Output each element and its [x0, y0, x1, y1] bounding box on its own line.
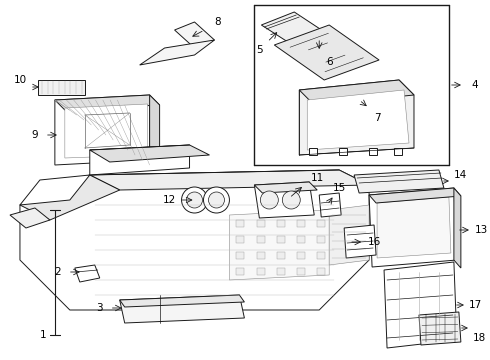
- Text: 11: 11: [311, 173, 324, 183]
- Polygon shape: [149, 95, 160, 168]
- Polygon shape: [297, 220, 305, 227]
- Polygon shape: [65, 104, 147, 158]
- Polygon shape: [277, 220, 285, 227]
- Polygon shape: [120, 295, 245, 323]
- Text: 5: 5: [256, 45, 263, 55]
- Polygon shape: [354, 170, 444, 193]
- Circle shape: [203, 187, 229, 213]
- Polygon shape: [277, 236, 285, 243]
- Polygon shape: [394, 148, 402, 155]
- Polygon shape: [274, 25, 379, 80]
- Circle shape: [187, 192, 202, 208]
- Polygon shape: [369, 148, 377, 155]
- Polygon shape: [254, 182, 314, 218]
- Polygon shape: [317, 268, 325, 275]
- Text: 2: 2: [54, 267, 61, 277]
- Polygon shape: [229, 210, 329, 280]
- Polygon shape: [297, 268, 305, 275]
- Polygon shape: [277, 268, 285, 275]
- Polygon shape: [277, 252, 285, 259]
- Polygon shape: [257, 252, 265, 259]
- Circle shape: [282, 191, 300, 209]
- Polygon shape: [55, 95, 149, 165]
- Polygon shape: [309, 148, 317, 155]
- Polygon shape: [317, 236, 325, 243]
- Polygon shape: [174, 22, 215, 48]
- Polygon shape: [344, 225, 376, 258]
- Text: 15: 15: [333, 183, 346, 193]
- Polygon shape: [20, 170, 369, 310]
- Polygon shape: [257, 236, 265, 243]
- Polygon shape: [339, 148, 347, 155]
- Polygon shape: [307, 90, 409, 150]
- Polygon shape: [10, 208, 50, 228]
- Polygon shape: [317, 220, 325, 227]
- Polygon shape: [299, 80, 414, 105]
- Polygon shape: [90, 145, 210, 162]
- Polygon shape: [317, 252, 325, 259]
- Polygon shape: [329, 205, 369, 265]
- Polygon shape: [299, 80, 414, 155]
- Polygon shape: [236, 268, 245, 275]
- Polygon shape: [257, 220, 265, 227]
- Polygon shape: [55, 95, 160, 110]
- Text: 10: 10: [13, 75, 26, 85]
- Text: 18: 18: [473, 333, 487, 343]
- Polygon shape: [236, 236, 245, 243]
- Polygon shape: [369, 188, 461, 203]
- Polygon shape: [236, 252, 245, 259]
- Polygon shape: [140, 40, 215, 65]
- Text: 8: 8: [214, 17, 221, 27]
- Text: 7: 7: [374, 113, 380, 123]
- Text: 4: 4: [471, 80, 478, 90]
- Polygon shape: [38, 80, 85, 95]
- Polygon shape: [419, 312, 461, 345]
- Polygon shape: [75, 265, 100, 282]
- Polygon shape: [384, 262, 457, 348]
- Polygon shape: [377, 197, 451, 258]
- Text: 12: 12: [163, 195, 176, 205]
- Text: 3: 3: [97, 303, 103, 313]
- Polygon shape: [297, 236, 305, 243]
- Polygon shape: [454, 188, 461, 268]
- Text: 14: 14: [454, 170, 467, 180]
- Polygon shape: [297, 252, 305, 259]
- Polygon shape: [254, 182, 317, 193]
- Polygon shape: [20, 175, 120, 220]
- Circle shape: [182, 187, 207, 213]
- Polygon shape: [90, 170, 369, 190]
- Polygon shape: [257, 268, 265, 275]
- Text: 9: 9: [31, 130, 38, 140]
- Text: 16: 16: [368, 237, 381, 247]
- Text: 6: 6: [326, 57, 333, 67]
- Circle shape: [208, 192, 224, 208]
- Circle shape: [260, 191, 278, 209]
- Polygon shape: [120, 295, 245, 307]
- Polygon shape: [369, 188, 457, 267]
- Polygon shape: [90, 145, 190, 175]
- Text: 13: 13: [475, 225, 489, 235]
- Polygon shape: [319, 193, 341, 217]
- Text: 1: 1: [40, 330, 46, 340]
- Polygon shape: [20, 175, 90, 205]
- Text: 17: 17: [469, 300, 483, 310]
- Polygon shape: [236, 220, 245, 227]
- Polygon shape: [261, 12, 329, 48]
